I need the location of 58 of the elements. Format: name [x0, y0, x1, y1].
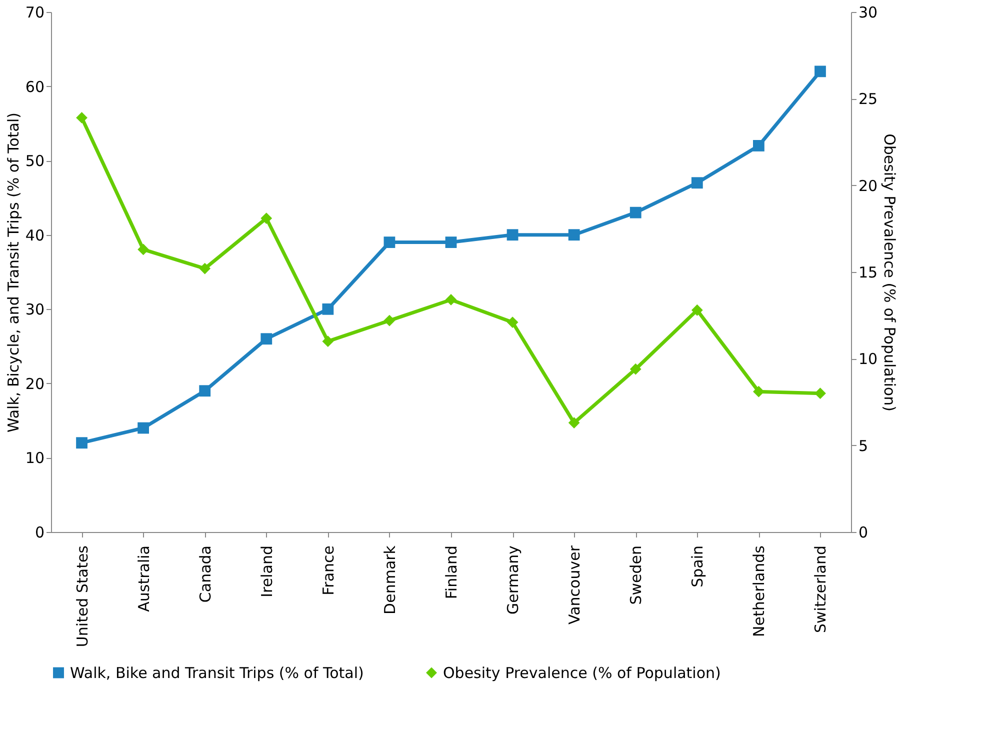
point [199, 385, 211, 397]
point [568, 229, 580, 241]
y2-tick-label: 0 [858, 524, 868, 542]
y-tick-label: 50 [25, 152, 44, 170]
y2-tick-label: 10 [858, 350, 878, 368]
y-tick-label: 40 [25, 226, 44, 244]
y-tick-label: 0 [34, 524, 44, 542]
x-tick-label: France [319, 546, 338, 596]
y-tick-label: 60 [25, 78, 44, 96]
point [384, 236, 396, 248]
point [752, 386, 764, 398]
y2-tick-label: 30 [858, 4, 878, 22]
x-tick-label: Australia [134, 546, 153, 612]
y2-tick-label: 5 [858, 436, 868, 455]
x-tick-label: Germany [504, 545, 522, 614]
point [630, 206, 642, 218]
point [260, 333, 272, 345]
point [630, 363, 642, 375]
x-tick-label: Vancouver [566, 544, 584, 624]
x-tick-label: Canada [196, 546, 214, 603]
point [445, 294, 457, 306]
y-tick-label: 10 [25, 449, 44, 468]
point [691, 177, 703, 189]
y-tick-label: 70 [25, 4, 44, 22]
point [814, 388, 826, 400]
x-tick-label: Denmark [380, 545, 399, 614]
x-tick-label: Netherlands [750, 545, 768, 637]
point [260, 212, 272, 224]
y2-tick-label: 20 [858, 176, 878, 195]
legend-label: Walk, Bike and Transit Trips (% of Total) [70, 664, 364, 682]
point [814, 66, 826, 78]
point [752, 140, 764, 152]
y-tick-label: 20 [25, 374, 44, 393]
y-tick-label: 30 [25, 300, 44, 319]
y-axis-title: Walk, Bicycle, and Transit Trips (% of Total) [4, 112, 22, 433]
y2-tick-label: 15 [858, 264, 878, 282]
legend-label: Obesity Prevalence (% of Population) [443, 664, 721, 682]
y2-tick-label: 25 [858, 90, 878, 108]
point [445, 236, 457, 248]
point [322, 336, 334, 348]
point [322, 303, 334, 315]
y2-axis-title: Obesity Prevalence (% of Population) [880, 134, 899, 412]
point [506, 316, 518, 328]
x-tick-label: Ireland [258, 546, 276, 598]
point [76, 112, 88, 124]
point [76, 437, 88, 449]
x-tick-label: Finland [442, 546, 460, 600]
point [199, 262, 211, 274]
point [138, 422, 150, 434]
point [506, 229, 518, 241]
point [384, 314, 396, 326]
point [138, 244, 150, 256]
point [691, 304, 703, 316]
x-tick-label: Sweden [627, 546, 646, 605]
x-tick-label: United States [73, 545, 92, 648]
x-tick-label: Spain [688, 546, 707, 588]
x-tick-label: Switzerland [812, 546, 830, 633]
point [568, 417, 580, 428]
